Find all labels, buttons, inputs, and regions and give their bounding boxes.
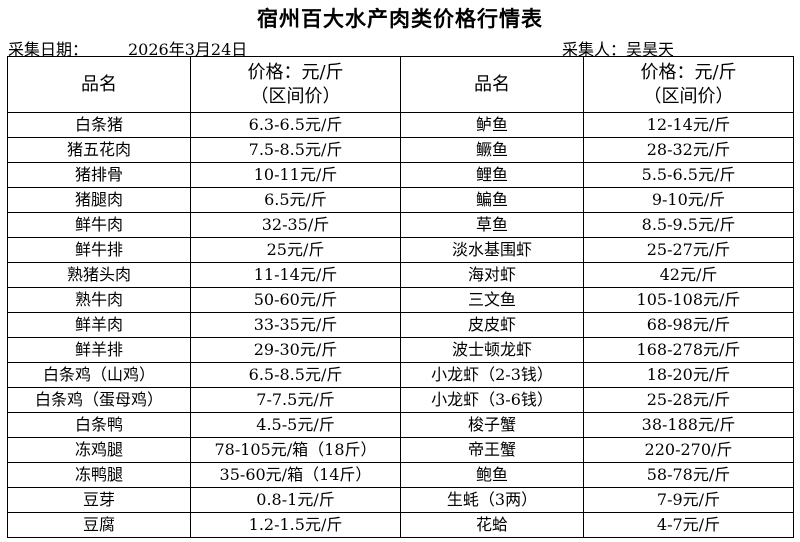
item-price: 6.5-8.5元/斤 bbox=[190, 362, 401, 388]
item-price: 8.5-9.5元/斤 bbox=[583, 212, 794, 238]
table-row: 鲜羊肉 33-35元/斤 皮皮虾 68-98元/斤 bbox=[7, 312, 794, 338]
item-name: 鲍鱼 bbox=[400, 462, 584, 488]
header-name-left: 品名 bbox=[7, 56, 191, 113]
header-price-line1: 价格：元/斤 bbox=[247, 61, 344, 83]
item-price: 1.2-1.5元/斤 bbox=[190, 512, 401, 538]
item-price: 50-60元/斤 bbox=[190, 287, 401, 313]
item-name: 猪腿肉 bbox=[7, 187, 191, 213]
item-price: 220-270/斤 bbox=[583, 437, 794, 463]
collector: 采集人：吴昊天 bbox=[562, 40, 675, 59]
table-row: 冻鸭腿 35-60元/箱（14斤） 鲍鱼 58-78元/斤 bbox=[7, 462, 794, 488]
item-price: 25-28元/斤 bbox=[583, 387, 794, 413]
item-name: 皮皮虾 bbox=[400, 312, 584, 338]
price-table: 品名 价格：元/斤 （区间价） 品名 价格：元/斤 （区间价） 白条猪 6.3-6.5… bbox=[7, 56, 794, 538]
item-name: 鲜牛肉 bbox=[7, 212, 191, 238]
item-name: 小龙虾（2-3钱） bbox=[400, 362, 584, 388]
table-row: 白条鸡（蛋母鸡） 7-7.5元/斤 小龙虾（3-6钱） 25-28元/斤 bbox=[7, 387, 794, 413]
item-name: 鲜羊肉 bbox=[7, 312, 191, 338]
header-price-line1: 价格：元/斤 bbox=[640, 61, 737, 83]
item-name: 鲈鱼 bbox=[400, 112, 584, 138]
item-price: 38-188元/斤 bbox=[583, 412, 794, 438]
item-price: 6.3-6.5元/斤 bbox=[190, 112, 401, 138]
item-price: 68-98元/斤 bbox=[583, 312, 794, 338]
item-name: 生蚝（3两） bbox=[400, 487, 584, 513]
item-name: 白条猪 bbox=[7, 112, 191, 138]
table-row: 鲜牛排 25元/斤 淡水基围虾 25-27元/斤 bbox=[7, 237, 794, 263]
item-price: 18-20元/斤 bbox=[583, 362, 794, 388]
item-name: 冻鸭腿 bbox=[7, 462, 191, 488]
item-name: 三文鱼 bbox=[400, 287, 584, 313]
table-header-row: 品名 价格：元/斤 （区间价） 品名 价格：元/斤 （区间价） bbox=[7, 56, 794, 113]
table-row: 冻鸡腿 78-105元/箱（18斤） 帝王蟹 220-270/斤 bbox=[7, 437, 794, 463]
item-name: 海对虾 bbox=[400, 262, 584, 288]
header-price-line2: （区间价） bbox=[643, 85, 734, 107]
item-price: 0.8-1元/斤 bbox=[190, 487, 401, 513]
item-name: 草鱼 bbox=[400, 212, 584, 238]
item-price: 42元/斤 bbox=[583, 262, 794, 288]
table-row: 豆芽 0.8-1元/斤 生蚝（3两） 7-9元/斤 bbox=[7, 487, 794, 513]
item-price: 4-7元/斤 bbox=[583, 512, 794, 538]
page-title: 宿州百大水产肉类价格行情表 bbox=[257, 7, 543, 31]
header-price-right: 价格：元/斤 （区间价） bbox=[583, 56, 794, 113]
item-price: 6.5元/斤 bbox=[190, 187, 401, 213]
item-name: 熟牛肉 bbox=[7, 287, 191, 313]
item-price: 7-7.5元/斤 bbox=[190, 387, 401, 413]
item-name: 小龙虾（3-6钱） bbox=[400, 387, 584, 413]
item-price: 4.5-5元/斤 bbox=[190, 412, 401, 438]
item-price: 58-78元/斤 bbox=[583, 462, 794, 488]
item-price: 10-11元/斤 bbox=[190, 162, 401, 188]
table-row: 鲜牛肉 32-35/斤 草鱼 8.5-9.5元/斤 bbox=[7, 212, 794, 238]
item-name: 帝王蟹 bbox=[400, 437, 584, 463]
item-price: 25-27元/斤 bbox=[583, 237, 794, 263]
item-price: 105-108元/斤 bbox=[583, 287, 794, 313]
item-price: 35-60元/箱（14斤） bbox=[190, 462, 401, 488]
table-row: 鲜羊排 29-30元/斤 波士顿龙虾 168-278元/斤 bbox=[7, 337, 794, 363]
item-name: 梭子蟹 bbox=[400, 412, 584, 438]
item-name: 豆腐 bbox=[7, 512, 191, 538]
item-name: 鲤鱼 bbox=[400, 162, 584, 188]
table-row: 白条猪 6.3-6.5元/斤 鲈鱼 12-14元/斤 bbox=[7, 112, 794, 138]
item-name: 猪排骨 bbox=[7, 162, 191, 188]
table-row: 白条鸭 4.5-5元/斤 梭子蟹 38-188元/斤 bbox=[7, 412, 794, 438]
item-price: 168-278元/斤 bbox=[583, 337, 794, 363]
table-row: 猪排骨 10-11元/斤 鲤鱼 5.5-6.5元/斤 bbox=[7, 162, 794, 188]
item-name: 熟猪头肉 bbox=[7, 262, 191, 288]
item-name: 白条鸭 bbox=[7, 412, 191, 438]
table-row: 白条鸡（山鸡） 6.5-8.5元/斤 小龙虾（2-3钱） 18-20元/斤 bbox=[7, 362, 794, 388]
item-price: 33-35元/斤 bbox=[190, 312, 401, 338]
item-name: 淡水基围虾 bbox=[400, 237, 584, 263]
item-name: 猪五花肉 bbox=[7, 137, 191, 163]
item-name: 花蛤 bbox=[400, 512, 584, 538]
item-name: 冻鸡腿 bbox=[7, 437, 191, 463]
item-price: 7.5-8.5元/斤 bbox=[190, 137, 401, 163]
item-name: 鳜鱼 bbox=[400, 137, 584, 163]
item-price: 25元/斤 bbox=[190, 237, 401, 263]
table-row: 熟牛肉 50-60元/斤 三文鱼 105-108元/斤 bbox=[7, 287, 794, 313]
header-price-left: 价格：元/斤 （区间价） bbox=[190, 56, 401, 113]
table-row: 熟猪头肉 11-14元/斤 海对虾 42元/斤 bbox=[7, 262, 794, 288]
item-name: 鲜牛排 bbox=[7, 237, 191, 263]
item-price: 78-105元/箱（18斤） bbox=[190, 437, 401, 463]
item-name: 豆芽 bbox=[7, 487, 191, 513]
date-label: 采集日期： bbox=[8, 40, 89, 59]
item-price: 9-10元/斤 bbox=[583, 187, 794, 213]
table-row: 猪腿肉 6.5元/斤 鳊鱼 9-10元/斤 bbox=[7, 187, 794, 213]
item-price: 28-32元/斤 bbox=[583, 137, 794, 163]
table-row: 猪五花肉 7.5-8.5元/斤 鳜鱼 28-32元/斤 bbox=[7, 137, 794, 163]
table-row: 豆腐 1.2-1.5元/斤 花蛤 4-7元/斤 bbox=[7, 512, 794, 538]
item-price: 12-14元/斤 bbox=[583, 112, 794, 138]
item-price: 7-9元/斤 bbox=[583, 487, 794, 513]
item-price: 11-14元/斤 bbox=[190, 262, 401, 288]
item-name: 白条鸡（蛋母鸡） bbox=[7, 387, 191, 413]
item-price: 5.5-6.5元/斤 bbox=[583, 162, 794, 188]
item-name: 鲜羊排 bbox=[7, 337, 191, 363]
item-price: 32-35/斤 bbox=[190, 212, 401, 238]
item-name: 波士顿龙虾 bbox=[400, 337, 584, 363]
item-name: 鳊鱼 bbox=[400, 187, 584, 213]
date-value: 2026年3月24日 bbox=[128, 40, 248, 59]
header-price-line2: （区间价） bbox=[250, 85, 341, 107]
item-name: 白条鸡（山鸡） bbox=[7, 362, 191, 388]
header-name-right: 品名 bbox=[400, 56, 584, 113]
item-price: 29-30元/斤 bbox=[190, 337, 401, 363]
